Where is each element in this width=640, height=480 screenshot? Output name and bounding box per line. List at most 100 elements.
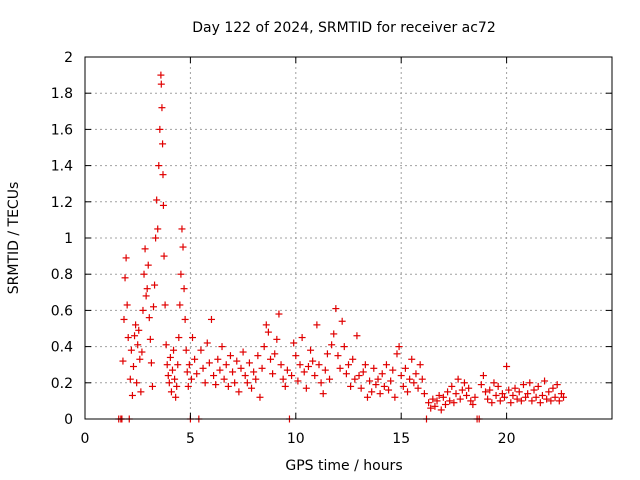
data-point <box>323 350 331 358</box>
y-axis-label: SRMTID / TECUs <box>6 182 22 295</box>
data-point <box>178 225 186 233</box>
data-point <box>560 393 568 401</box>
data-point <box>334 352 342 360</box>
data-point <box>507 399 515 407</box>
data-point <box>389 366 397 374</box>
data-point <box>471 393 479 401</box>
data-point <box>545 388 553 396</box>
data-point <box>336 364 344 372</box>
data-point <box>205 359 213 367</box>
data-point <box>418 375 426 383</box>
y-tick-label: 0.4 <box>51 340 73 356</box>
data-point <box>154 225 162 233</box>
data-point <box>404 388 412 396</box>
data-point <box>250 368 258 376</box>
data-point <box>191 355 199 363</box>
data-point <box>406 375 414 383</box>
data-point <box>307 346 315 354</box>
data-point <box>235 388 243 396</box>
data-point <box>147 359 155 367</box>
data-point <box>526 379 534 387</box>
data-point <box>366 377 374 385</box>
data-point <box>479 372 487 380</box>
data-point <box>138 348 146 356</box>
data-point <box>477 381 485 389</box>
data-point <box>177 270 185 278</box>
data-point <box>258 364 266 372</box>
data-point <box>543 395 551 403</box>
data-point <box>376 390 384 398</box>
data-point <box>135 326 143 334</box>
data-point <box>181 315 189 323</box>
data-point <box>133 379 141 387</box>
data-point <box>469 401 477 409</box>
data-point <box>363 393 371 401</box>
data-point <box>220 375 228 383</box>
y-tick-label: 2 <box>64 50 73 66</box>
x-axis-label: GPS time / hours <box>285 458 402 474</box>
data-point <box>121 274 129 282</box>
data-point <box>488 399 496 407</box>
data-point <box>134 341 142 349</box>
data-point <box>281 382 289 390</box>
data-point <box>296 361 304 369</box>
data-point <box>143 285 151 293</box>
data-point <box>500 393 508 401</box>
data-point <box>355 372 363 380</box>
data-point <box>315 361 323 369</box>
data-point <box>256 393 264 401</box>
data-point <box>412 370 420 378</box>
data-point <box>503 363 511 371</box>
data-point <box>361 361 369 369</box>
data-point <box>393 350 401 358</box>
data-point <box>145 314 153 322</box>
data-point <box>129 363 137 371</box>
data-point <box>172 393 180 401</box>
data-point <box>161 301 169 309</box>
data-point <box>538 391 546 399</box>
data-point <box>180 285 188 293</box>
data-point <box>444 388 452 396</box>
data-point <box>162 341 170 349</box>
data-point <box>448 382 456 390</box>
data-point <box>267 355 275 363</box>
data-point <box>547 397 555 405</box>
data-point <box>522 393 530 401</box>
data-point <box>528 397 536 405</box>
data-point <box>408 355 416 363</box>
data-point <box>174 361 182 369</box>
data-point <box>264 328 272 336</box>
data-point <box>262 321 270 329</box>
data-point <box>203 339 211 347</box>
data-point <box>144 261 152 269</box>
data-point <box>122 254 130 262</box>
x-tick-label: 0 <box>81 431 90 447</box>
data-point <box>342 370 350 378</box>
data-point <box>446 397 454 405</box>
data-point <box>368 388 376 396</box>
data-point <box>553 381 561 389</box>
data-point <box>378 370 386 378</box>
data-point <box>168 366 176 374</box>
data-point <box>248 384 256 392</box>
data-point <box>120 315 128 323</box>
data-point <box>517 397 525 405</box>
data-point <box>410 379 418 387</box>
x-tick-label: 10 <box>287 431 305 447</box>
data-point <box>380 382 388 390</box>
x-tick-label: 5 <box>186 431 195 447</box>
data-point <box>294 377 302 385</box>
data-point <box>465 384 473 392</box>
data-point <box>214 355 222 363</box>
data-point <box>185 361 193 369</box>
data-point <box>128 391 136 399</box>
data-point <box>175 334 183 342</box>
data-point <box>534 382 542 390</box>
data-point <box>359 368 367 376</box>
data-point <box>498 390 506 398</box>
data-point <box>370 364 378 372</box>
y-tick-label: 1.2 <box>51 195 73 211</box>
data-point <box>347 382 355 390</box>
data-point <box>158 104 166 112</box>
